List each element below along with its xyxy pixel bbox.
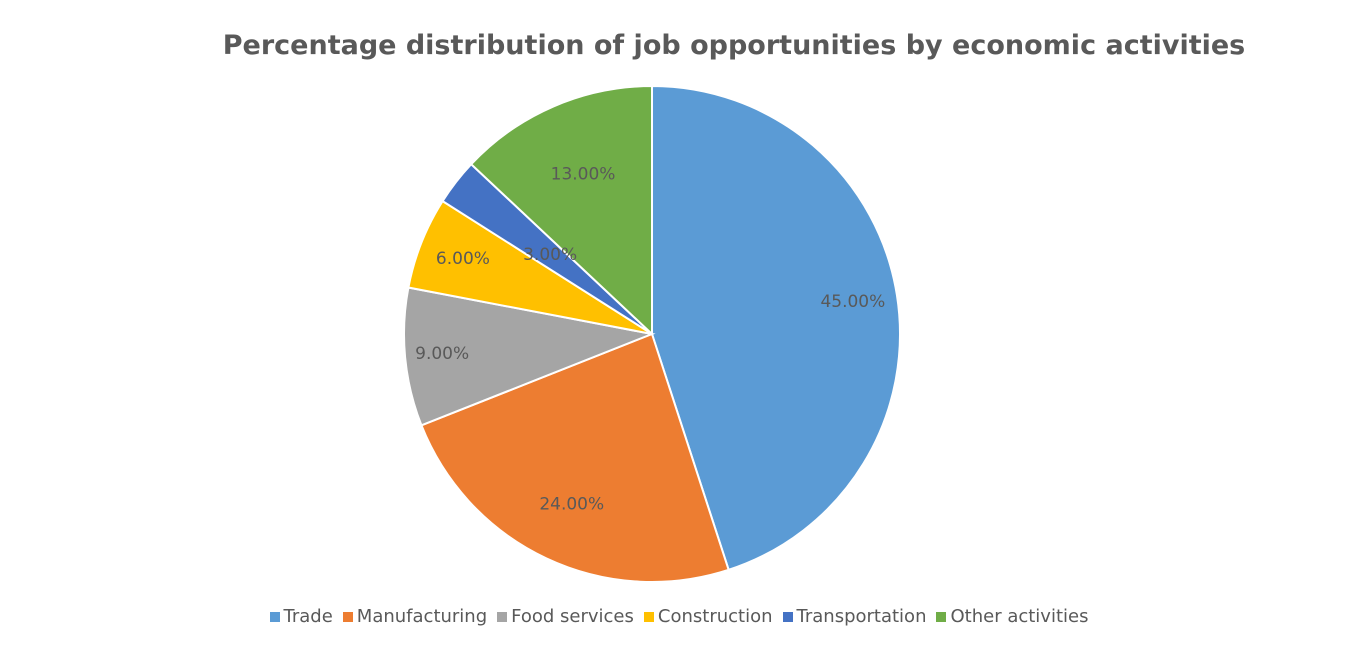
pie-data-labels: 45.00% 24.00% 9.00% 6.00% 3.00% 13.00%: [415, 165, 885, 515]
pie-slice-other-activities: [469, 84, 653, 337]
legend-label: Transportation: [796, 606, 927, 627]
data-label-transportation: 3.00%: [523, 245, 577, 265]
legend-swatch: [342, 611, 353, 622]
legend-label: Food services: [511, 606, 634, 627]
pie-slice-trade: [651, 84, 901, 572]
legend-item-other-activities: Other activities: [936, 606, 1088, 627]
pie-slice-manufacturing: [420, 332, 730, 583]
legend-label: Manufacturing: [356, 606, 488, 627]
chart-legend: Trade Manufacturing Food services Construct…: [0, 606, 1358, 627]
legend-label: Other activities: [950, 606, 1089, 627]
data-label-food-services: 9.00%: [415, 344, 469, 364]
legend-item-trade: Trade: [269, 606, 333, 627]
data-label-other-activities: 13.00%: [551, 165, 616, 185]
data-label-manufacturing: 24.00%: [539, 495, 604, 515]
legend-label: Construction: [657, 606, 773, 627]
legend-item-food-services: Food services: [497, 606, 634, 627]
pie-slice-food-services: [403, 286, 656, 427]
data-label-construction: 6.00%: [436, 249, 490, 269]
legend-swatch: [782, 611, 793, 622]
legend-swatch: [269, 611, 280, 622]
legend-swatch: [643, 611, 654, 622]
legend-item-manufacturing: Manufacturing: [342, 606, 488, 627]
chart-title: Percentage distribution of job opportuni…: [222, 30, 1246, 61]
legend-item-construction: Construction: [643, 606, 773, 627]
legend-item-transportation: Transportation: [782, 606, 927, 627]
legend-swatch: [936, 611, 947, 622]
pie-slices: [403, 84, 901, 583]
legend-label: Trade: [283, 606, 333, 627]
legend-swatch: [497, 611, 508, 622]
data-label-trade: 45.00%: [820, 292, 885, 312]
